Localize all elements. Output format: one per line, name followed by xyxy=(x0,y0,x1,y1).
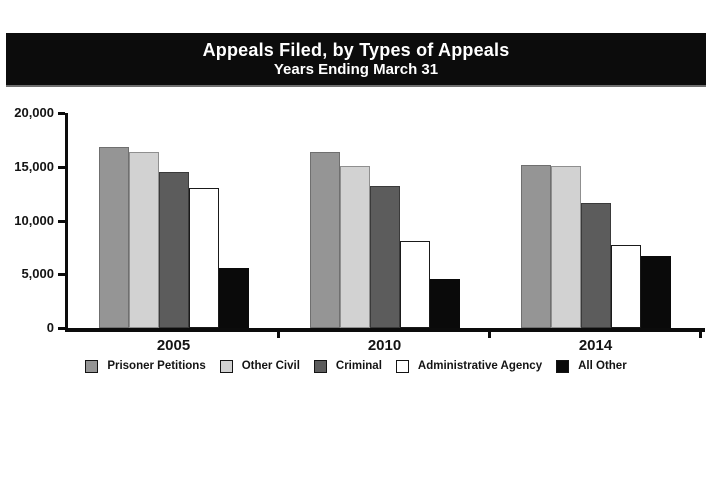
x-axis-tick xyxy=(277,331,280,338)
legend-swatch-criminal xyxy=(313,359,327,373)
legend-item-prisoner-petitions: Prisoner Petitions xyxy=(85,359,206,373)
y-axis-tick xyxy=(58,219,65,223)
legend-label-all-other: All Other xyxy=(578,360,627,372)
legend-label-prisoner-petitions: Prisoner Petitions xyxy=(107,360,206,372)
y-axis-tick xyxy=(58,327,65,330)
bar-2010-other-civil xyxy=(339,165,370,328)
x-axis-tick xyxy=(699,331,702,338)
bar-2014-all-other xyxy=(640,255,671,328)
legend-swatch-administrative-agency xyxy=(395,359,409,373)
legend-swatch-all-other xyxy=(556,359,570,373)
bar-2005-administrative-agency xyxy=(188,188,219,328)
legend-label-other-civil: Other Civil xyxy=(241,360,300,372)
chart-title: Appeals Filed, by Types of Appeals xyxy=(202,40,510,60)
chart-legend: Prisoner Petitions Other Civil Criminal Adm… xyxy=(0,356,712,376)
bar-2005-all-other xyxy=(218,267,249,328)
bar-2014-prisoner-petitions xyxy=(520,164,551,328)
legend-label-administrative-agency: Administrative Agency xyxy=(417,360,543,372)
legend-item-criminal: Criminal xyxy=(313,359,382,373)
y-axis-tick-label: 15,000 xyxy=(14,158,54,174)
chart-subtitle: Years Ending March 31 xyxy=(273,61,439,78)
bar-2005-criminal xyxy=(158,172,189,328)
bar-2010-all-other xyxy=(429,278,460,328)
y-axis-tick-label: 20,000 xyxy=(14,105,54,120)
x-axis-line xyxy=(65,328,705,332)
bar-2005-other-civil xyxy=(128,151,159,328)
chart-title-banner: Appeals Filed, by Types of Appeals Years… xyxy=(6,33,706,87)
x-axis-tick xyxy=(488,331,491,338)
bar-2005-prisoner-petitions xyxy=(98,147,129,328)
bar-2014-other-civil xyxy=(550,165,581,328)
y-axis-tick-label: 0 xyxy=(46,320,54,335)
x-axis-category-label-2010: 2010 xyxy=(367,337,402,354)
y-axis-tick xyxy=(58,165,65,169)
bar-2014-criminal xyxy=(580,203,611,328)
y-axis-line xyxy=(65,113,68,332)
bar-2010-criminal xyxy=(369,186,400,328)
legend-item-all-other: All Other xyxy=(556,359,627,373)
y-axis-tick xyxy=(58,273,65,277)
bar-2014-administrative-agency xyxy=(610,245,641,328)
y-axis-tick xyxy=(58,112,65,115)
bar-2010-administrative-agency xyxy=(399,240,430,328)
x-axis-category-label-2005: 2005 xyxy=(156,337,191,354)
legend-label-criminal: Criminal xyxy=(335,360,382,372)
legend-item-other-civil: Other Civil xyxy=(219,359,300,373)
x-axis-category-label-2014: 2014 xyxy=(578,337,613,354)
bar-2010-prisoner-petitions xyxy=(309,151,340,328)
legend-item-administrative-agency: Administrative Agency xyxy=(395,359,543,373)
y-axis-tick-label: 5,000 xyxy=(21,266,54,282)
legend-swatch-other-civil xyxy=(219,359,233,373)
legend-swatch-prisoner-petitions xyxy=(85,359,99,373)
y-axis-tick-label: 10,000 xyxy=(14,212,54,228)
